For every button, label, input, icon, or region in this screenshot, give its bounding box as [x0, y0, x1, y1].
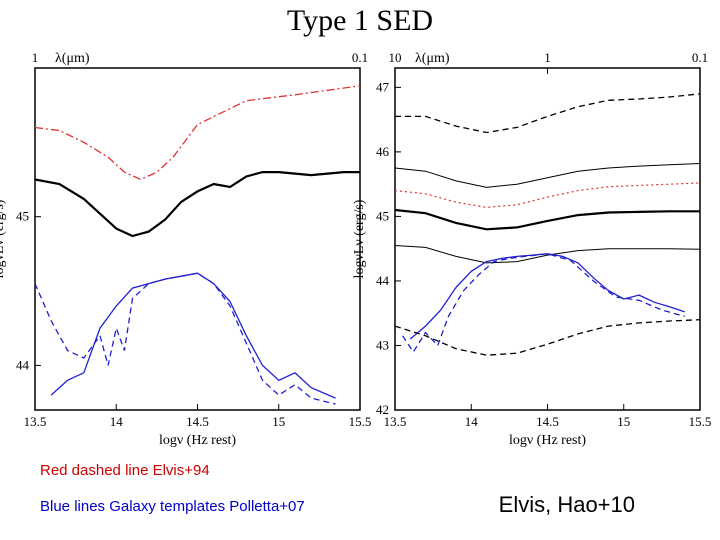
left-chart: 13.51414.51515.5444510.1logν (Hz rest)lo…: [0, 40, 380, 450]
legend-blue: Blue lines Galaxy templates Polletta+07: [40, 498, 305, 515]
right-chart: 13.51414.51515.54243444546471010.1logν (…: [350, 40, 720, 450]
svg-text:14: 14: [110, 414, 124, 429]
svg-text:46: 46: [376, 144, 390, 159]
svg-text:logνLν (erg/s): logνLν (erg/s): [352, 199, 367, 278]
svg-text:43: 43: [376, 337, 389, 352]
svg-text:14: 14: [465, 414, 479, 429]
svg-text:13.5: 13.5: [24, 414, 47, 429]
credit-label: Elvis, Hao+10: [499, 492, 635, 518]
svg-text:λ(μm): λ(μm): [415, 51, 450, 66]
svg-text:15.5: 15.5: [689, 414, 712, 429]
svg-text:0.1: 0.1: [692, 50, 708, 65]
svg-text:1: 1: [544, 50, 551, 65]
svg-text:logν (Hz rest): logν (Hz rest): [509, 433, 586, 448]
svg-text:15: 15: [272, 414, 285, 429]
svg-text:47: 47: [376, 79, 390, 94]
svg-text:14.5: 14.5: [536, 414, 559, 429]
svg-text:10: 10: [389, 50, 402, 65]
legend-red: Red dashed line Elvis+94: [40, 462, 210, 479]
page-title: Type 1 SED: [0, 4, 720, 38]
svg-text:42: 42: [376, 402, 389, 417]
svg-text:logν (Hz rest): logν (Hz rest): [159, 433, 236, 448]
svg-text:1: 1: [32, 50, 39, 65]
svg-text:14.5: 14.5: [186, 414, 209, 429]
svg-text:44: 44: [16, 357, 30, 372]
svg-text:44: 44: [376, 273, 390, 288]
svg-text:logνLν (erg/s): logνLν (erg/s): [0, 199, 7, 278]
svg-text:45: 45: [376, 208, 389, 223]
svg-text:λ(μm): λ(μm): [55, 51, 90, 66]
svg-text:45: 45: [16, 209, 29, 224]
svg-text:15: 15: [617, 414, 630, 429]
